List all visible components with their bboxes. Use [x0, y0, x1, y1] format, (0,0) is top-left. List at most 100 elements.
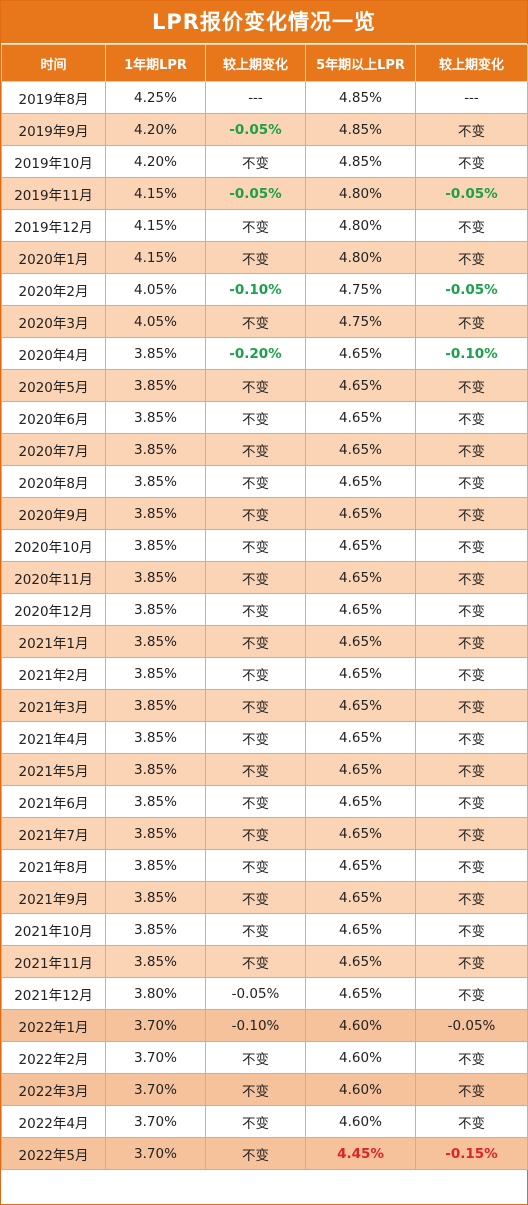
cell-lpr-5y: 4.80%	[305, 241, 416, 274]
cell-lpr-1y: 3.85%	[105, 817, 206, 850]
cell-lpr-1y: 3.80%	[105, 977, 206, 1010]
table-header: 时间 1年期LPR 较上期变化 5年期以上LPR 较上期变化	[1, 44, 528, 82]
cell-lpr-1y: 3.70%	[105, 1137, 206, 1170]
table-row: 2019年11月 4.15% -0.05% 4.80% -0.05%	[1, 177, 528, 210]
header-date: 时间	[1, 44, 106, 82]
cell-change-1y: 不变	[205, 241, 306, 274]
cell-change-1y: 不变	[205, 209, 306, 242]
table-row: 2020年1月 4.15% 不变 4.80% 不变	[1, 241, 528, 274]
cell-change-5y: 不变	[415, 305, 528, 338]
cell-lpr-5y: 4.65%	[305, 369, 416, 402]
cell-lpr-5y: 4.80%	[305, 177, 416, 210]
cell-lpr-5y: 4.65%	[305, 561, 416, 594]
cell-lpr-1y: 3.85%	[105, 849, 206, 882]
cell-lpr-5y: 4.80%	[305, 209, 416, 242]
page-title: LPR报价变化情况一览	[1, 1, 527, 44]
cell-lpr-1y: 3.85%	[105, 369, 206, 402]
table-row: 2021年4月 3.85% 不变 4.65% 不变	[1, 721, 528, 754]
cell-lpr-1y: 3.85%	[105, 401, 206, 434]
cell-change-5y: 不变	[415, 1105, 528, 1138]
cell-lpr-1y: 4.20%	[105, 113, 206, 146]
cell-change-5y: ---	[415, 81, 528, 114]
cell-date: 2020年8月	[1, 465, 106, 498]
cell-lpr-1y: 3.85%	[105, 625, 206, 658]
cell-lpr-5y: 4.65%	[305, 529, 416, 562]
cell-change-1y: 不变	[205, 465, 306, 498]
table-row: 2021年11月 3.85% 不变 4.65% 不变	[1, 945, 528, 978]
table-row: 2021年9月 3.85% 不变 4.65% 不变	[1, 881, 528, 914]
cell-date: 2019年8月	[1, 81, 106, 114]
header-change-5y: 较上期变化	[415, 44, 528, 82]
cell-lpr-1y: 4.05%	[105, 305, 206, 338]
cell-lpr-5y: 4.65%	[305, 689, 416, 722]
cell-lpr-5y: 4.65%	[305, 337, 416, 370]
cell-lpr-1y: 4.25%	[105, 81, 206, 114]
cell-date: 2020年5月	[1, 369, 106, 402]
cell-change-1y: 不变	[205, 529, 306, 562]
cell-date: 2020年3月	[1, 305, 106, 338]
cell-date: 2020年6月	[1, 401, 106, 434]
cell-change-5y: 不变	[415, 817, 528, 850]
cell-date: 2021年11月	[1, 945, 106, 978]
cell-change-1y: 不变	[205, 369, 306, 402]
table-row: 2022年5月 3.70% 不变 4.45% -0.15%	[1, 1137, 528, 1170]
cell-date: 2021年1月	[1, 625, 106, 658]
cell-date: 2020年4月	[1, 337, 106, 370]
cell-lpr-5y: 4.65%	[305, 785, 416, 818]
cell-change-5y: 不变	[415, 977, 528, 1010]
cell-change-5y: 不变	[415, 657, 528, 690]
cell-change-1y: 不变	[205, 753, 306, 786]
cell-change-1y: 不变	[205, 849, 306, 882]
table-row: 2019年12月 4.15% 不变 4.80% 不变	[1, 209, 528, 242]
cell-date: 2021年2月	[1, 657, 106, 690]
cell-change-1y: 不变	[205, 1105, 306, 1138]
table-row: 2021年7月 3.85% 不变 4.65% 不变	[1, 817, 528, 850]
table-row: 2021年10月 3.85% 不变 4.65% 不变	[1, 913, 528, 946]
cell-change-1y: 不变	[205, 785, 306, 818]
cell-lpr-5y: 4.65%	[305, 913, 416, 946]
cell-lpr-5y: 4.65%	[305, 753, 416, 786]
cell-change-1y: -0.05%	[205, 177, 306, 210]
cell-date: 2022年2月	[1, 1041, 106, 1074]
header-row: 时间 1年期LPR 较上期变化 5年期以上LPR 较上期变化	[1, 44, 528, 82]
table-row: 2020年7月 3.85% 不变 4.65% 不变	[1, 433, 528, 466]
table-row: 2020年9月 3.85% 不变 4.65% 不变	[1, 497, 528, 530]
cell-date: 2020年7月	[1, 433, 106, 466]
cell-date: 2021年10月	[1, 913, 106, 946]
cell-lpr-5y: 4.65%	[305, 497, 416, 530]
cell-date: 2019年9月	[1, 113, 106, 146]
cell-lpr-5y: 4.60%	[305, 1105, 416, 1138]
cell-change-1y: 不变	[205, 561, 306, 594]
table-row: 2020年2月 4.05% -0.10% 4.75% -0.05%	[1, 273, 528, 306]
table-row: 2021年2月 3.85% 不变 4.65% 不变	[1, 657, 528, 690]
cell-lpr-1y: 3.85%	[105, 689, 206, 722]
cell-change-5y: 不变	[415, 881, 528, 914]
cell-change-5y: 不变	[415, 369, 528, 402]
cell-change-5y: 不变	[415, 721, 528, 754]
cell-change-1y: 不变	[205, 1041, 306, 1074]
cell-change-1y: 不变	[205, 1073, 306, 1106]
cell-date: 2019年10月	[1, 145, 106, 178]
cell-date: 2019年12月	[1, 209, 106, 242]
cell-lpr-1y: 3.85%	[105, 881, 206, 914]
cell-change-5y: 不变	[415, 913, 528, 946]
cell-change-5y: 不变	[415, 1041, 528, 1074]
cell-date: 2020年12月	[1, 593, 106, 626]
cell-lpr-1y: 3.85%	[105, 561, 206, 594]
cell-lpr-5y: 4.65%	[305, 401, 416, 434]
cell-change-1y: -0.20%	[205, 337, 306, 370]
table-row: 2021年5月 3.85% 不变 4.65% 不变	[1, 753, 528, 786]
cell-lpr-1y: 3.85%	[105, 337, 206, 370]
cell-lpr-5y: 4.65%	[305, 593, 416, 626]
cell-date: 2021年5月	[1, 753, 106, 786]
cell-change-5y: -0.05%	[415, 273, 528, 306]
table-row: 2020年12月 3.85% 不变 4.65% 不变	[1, 593, 528, 626]
cell-change-5y: 不变	[415, 433, 528, 466]
cell-date: 2022年5月	[1, 1137, 106, 1170]
cell-lpr-5y: 4.75%	[305, 273, 416, 306]
table-row: 2020年6月 3.85% 不变 4.65% 不变	[1, 401, 528, 434]
cell-change-1y: -0.05%	[205, 113, 306, 146]
table-row: 2021年12月 3.80% -0.05% 4.65% 不变	[1, 977, 528, 1010]
cell-lpr-1y: 3.85%	[105, 945, 206, 978]
table-body: 2019年8月 4.25% --- 4.85% --- 2019年9月 4.20% -0.05…	[1, 81, 528, 1170]
